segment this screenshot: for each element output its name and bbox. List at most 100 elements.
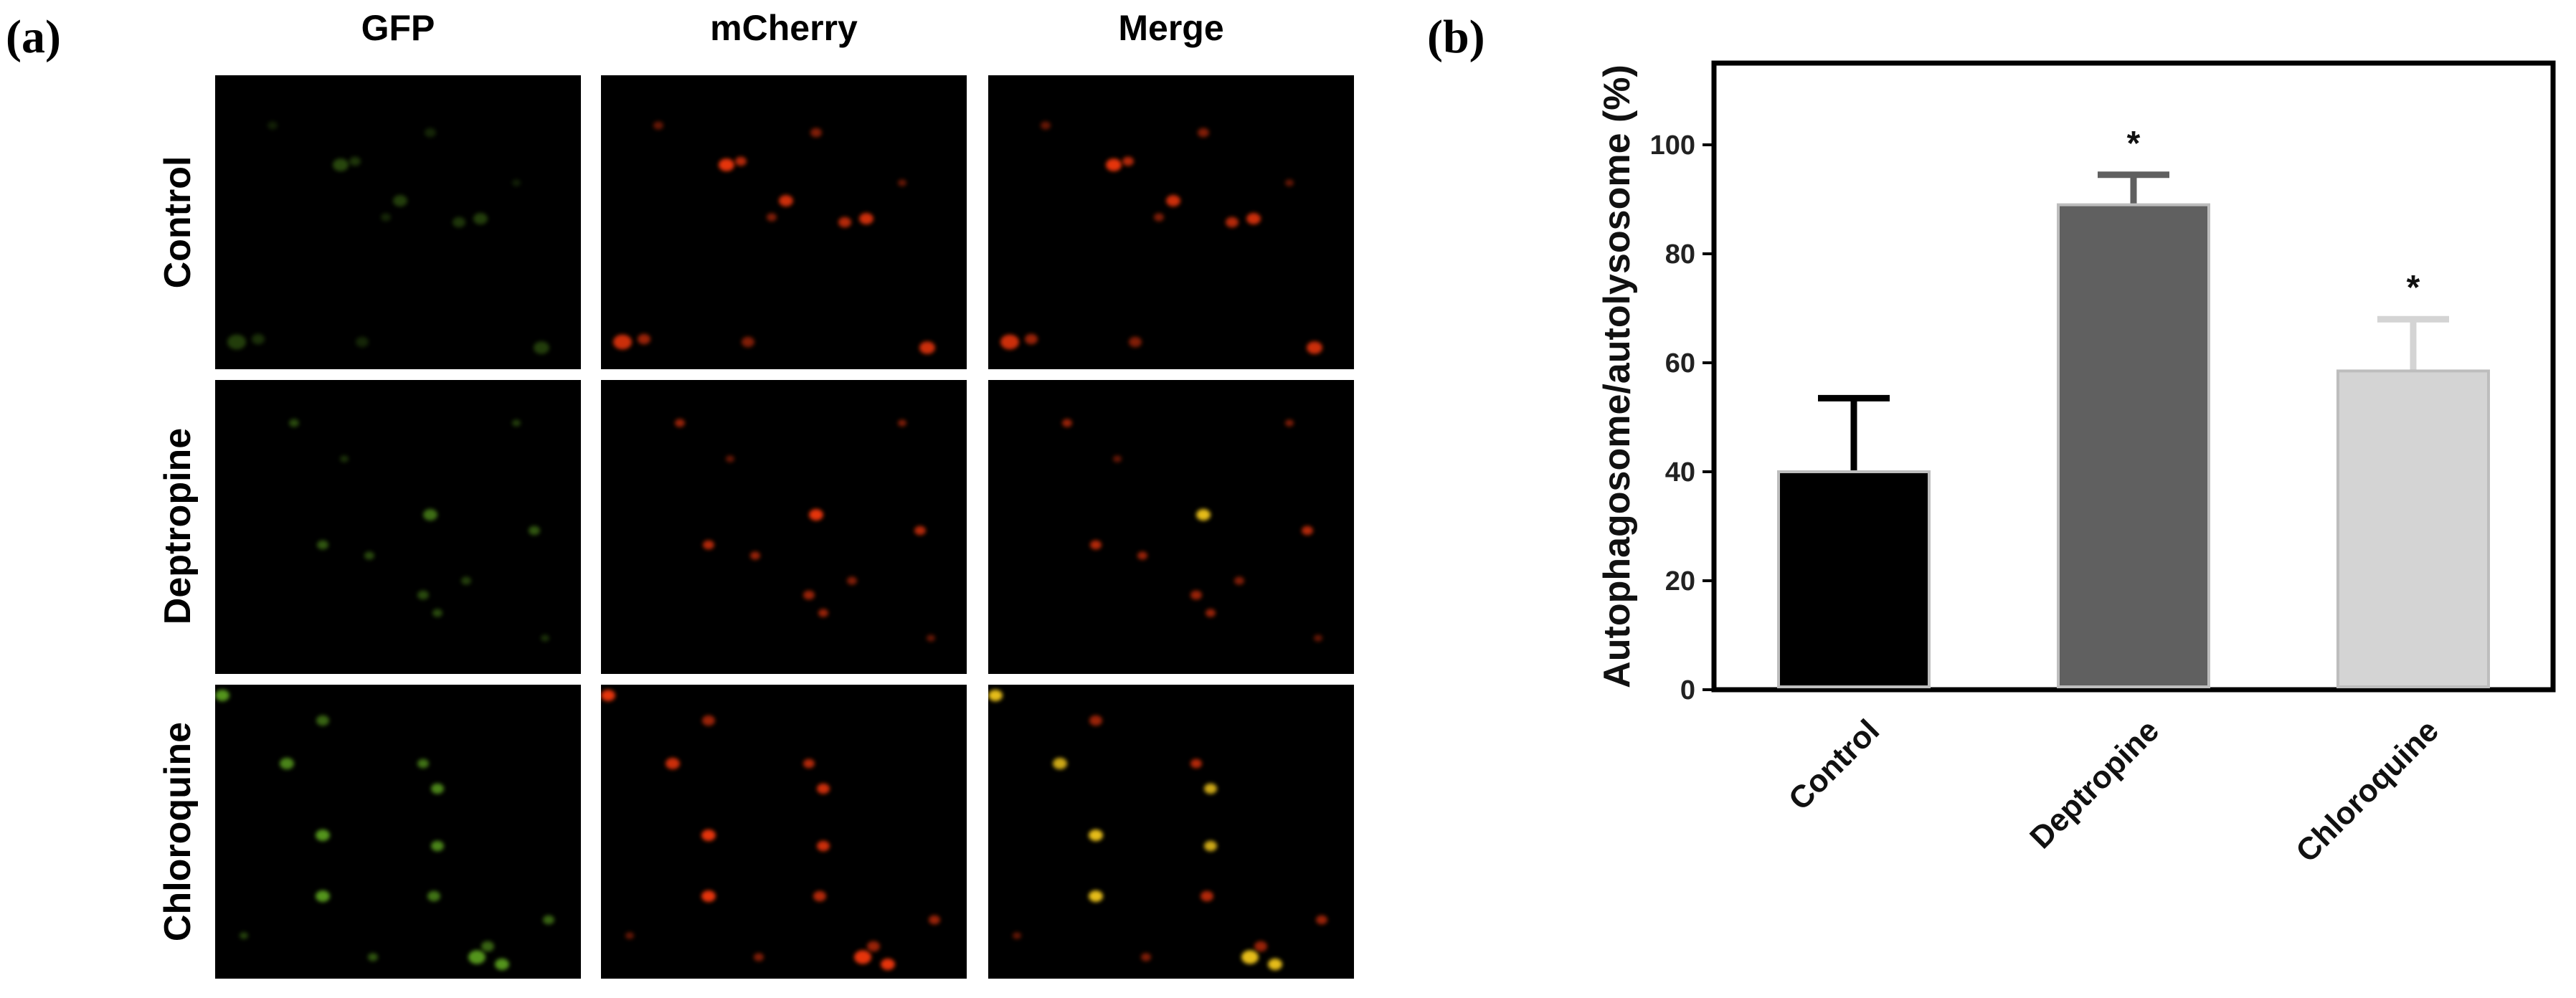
fluorescent-cell	[481, 941, 494, 952]
fluorescent-cell	[1000, 334, 1019, 350]
y-tick-label: 100	[1650, 130, 1695, 161]
fluorescent-cell	[750, 551, 760, 560]
fluorescent-cell	[813, 890, 826, 902]
fluorescent-cell	[929, 915, 940, 925]
fluorescent-cell	[1204, 840, 1217, 852]
fluorescent-cell	[1241, 950, 1259, 964]
fluorescent-cell	[847, 576, 857, 585]
fluorescent-cell	[333, 158, 349, 171]
fluorescent-cell	[818, 609, 828, 617]
micrograph-canvas	[601, 690, 940, 970]
fluorescent-cell	[1204, 783, 1217, 794]
bar-deptropine	[2057, 203, 2210, 689]
fluorescent-cell	[1113, 455, 1122, 462]
fluorescent-cell	[1246, 213, 1261, 224]
fluorescent-cell	[919, 341, 935, 354]
panel-b-label: (b)	[1427, 11, 1485, 63]
fluorescent-cell	[1234, 576, 1244, 585]
fluorescent-cell	[316, 890, 330, 902]
fluorescent-cell	[432, 609, 442, 617]
fluorescent-cell	[417, 759, 429, 769]
fluorescent-cell	[898, 179, 906, 186]
fluorescent-cell	[898, 419, 906, 427]
panel-a-label: (a)	[6, 11, 61, 63]
fluorescent-cell	[809, 509, 823, 521]
fluorescent-cell	[1122, 156, 1134, 166]
fluorescent-cell	[423, 509, 437, 521]
fluorescent-cell	[914, 526, 926, 536]
fluorescent-cell	[653, 121, 663, 130]
fluorescent-cell	[1285, 419, 1294, 427]
fluorescent-cell	[1166, 195, 1180, 206]
fluorescent-cell	[838, 217, 851, 228]
fluorescent-cell	[726, 455, 734, 462]
fluorescent-cell	[988, 690, 1003, 701]
fluorescent-cell	[252, 333, 265, 345]
fluorescent-cell	[316, 830, 330, 841]
fluorescent-cell	[601, 690, 615, 701]
fluorescent-cell	[543, 915, 554, 925]
fluorescent-cell	[1206, 609, 1216, 617]
fluorescent-cell	[927, 635, 935, 642]
fluorescent-cell	[1190, 759, 1202, 769]
micrograph-control-merge	[988, 75, 1354, 369]
fluorescent-cell	[803, 590, 815, 600]
fluorescent-cell	[1314, 635, 1322, 642]
fluorescent-cell	[317, 540, 328, 550]
micrograph-control-gfp	[215, 75, 581, 369]
micrograph-canvas	[1062, 419, 1322, 642]
fluorescent-cell	[368, 953, 378, 961]
micrograph-control-mcherry	[601, 75, 967, 369]
fluorescent-cell	[1089, 715, 1102, 726]
column-header-gfp: GFP	[361, 8, 435, 48]
micrograph-deptropine-mcherry	[601, 380, 967, 674]
column-header-merge: Merge	[1118, 8, 1224, 48]
fluorescent-cell	[453, 217, 465, 228]
fluorescent-cell	[881, 959, 895, 970]
bar-control	[1777, 470, 1931, 688]
fluorescent-cell	[767, 213, 777, 222]
significance-marker: *	[2407, 269, 2420, 307]
fluorescent-cell	[1041, 121, 1051, 130]
fluorescent-cell	[1053, 758, 1067, 769]
y-tick-label: 0	[1680, 675, 1695, 705]
x-category-label: Deptropine	[2023, 713, 2166, 855]
fluorescent-cell	[1089, 830, 1103, 841]
fluorescent-cell	[638, 333, 650, 345]
fluorescent-cell	[512, 179, 521, 186]
x-category-label: Chloroquine	[2289, 713, 2445, 869]
fluorescent-cell	[1201, 890, 1213, 902]
fluorescent-cell	[227, 334, 246, 350]
micrograph-chloroquine-mcherry	[601, 685, 967, 979]
y-axis-label: Autophagosome/autolysosome (%)	[1596, 65, 1638, 688]
micrograph-deptropine-merge	[988, 380, 1354, 674]
y-tick-label: 20	[1665, 566, 1695, 597]
fluorescent-cell	[1141, 953, 1151, 961]
fluorescent-cell	[702, 715, 715, 726]
fluorescent-cell	[280, 758, 294, 769]
fluorescent-cell	[859, 213, 873, 224]
fluorescent-cell	[701, 890, 716, 902]
fluorescent-cell	[267, 121, 278, 130]
micrograph-canvas	[1000, 121, 1322, 354]
fluorescent-cell	[1307, 341, 1322, 354]
micrograph-chloroquine-merge	[988, 685, 1354, 979]
fluorescent-cell	[1025, 333, 1038, 345]
fluorescent-cell	[803, 759, 815, 769]
bar-chloroquine	[2336, 369, 2490, 689]
y-tick-label: 60	[1665, 348, 1695, 379]
fluorescent-cell	[735, 156, 747, 166]
fluorescent-cell	[461, 576, 471, 585]
fluorescent-cell	[364, 551, 374, 560]
fluorescent-cell	[1129, 336, 1142, 348]
fluorescent-cell	[215, 690, 229, 701]
fluorescent-cell	[817, 783, 830, 794]
micrograph-canvas	[227, 121, 549, 354]
fluorescent-cell	[1302, 526, 1313, 536]
fluorescent-cell	[810, 128, 822, 138]
fluorescent-cell	[340, 455, 349, 462]
fluorescent-cell	[512, 419, 521, 427]
fluorescent-cell	[393, 195, 407, 206]
fluorescent-cell	[473, 213, 488, 224]
fluorescent-cell	[289, 419, 299, 427]
